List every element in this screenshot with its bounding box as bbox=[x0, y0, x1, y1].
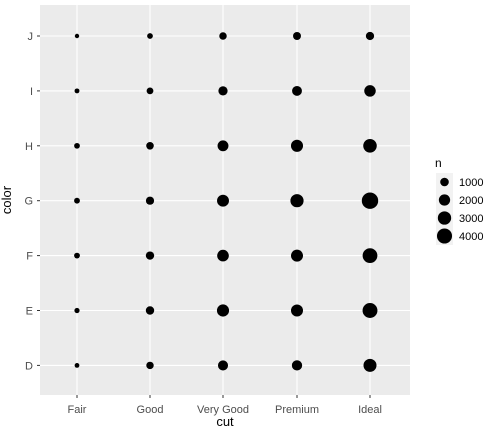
y-tick-label: J bbox=[28, 31, 34, 43]
y-tick-label: D bbox=[25, 360, 33, 372]
data-point bbox=[291, 249, 303, 262]
data-point bbox=[291, 360, 303, 371]
data-point bbox=[217, 249, 229, 262]
data-point bbox=[145, 306, 155, 315]
y-tick-label: E bbox=[26, 306, 33, 318]
legend-key-point bbox=[440, 177, 449, 187]
data-point bbox=[290, 194, 304, 208]
data-point bbox=[217, 360, 229, 371]
data-point bbox=[290, 139, 304, 152]
data-point bbox=[218, 86, 228, 96]
y-tick-label: G bbox=[24, 196, 33, 208]
data-point bbox=[363, 139, 377, 153]
legend-key-point bbox=[437, 211, 452, 225]
data-point bbox=[74, 197, 80, 204]
x-axis-title: cut bbox=[216, 414, 234, 429]
size-legend: n 1000 2000 3000 4000 bbox=[435, 156, 483, 245]
x-tick-label: Ideal bbox=[358, 404, 382, 416]
data-point bbox=[74, 142, 80, 149]
x-tick-label: Good bbox=[137, 404, 164, 416]
data-point bbox=[74, 363, 80, 368]
data-point bbox=[146, 142, 154, 150]
data-point bbox=[362, 248, 378, 263]
x-tick-label: Very Good bbox=[197, 404, 249, 416]
data-point bbox=[145, 251, 155, 260]
y-tick-label: I bbox=[30, 86, 33, 98]
data-point bbox=[292, 85, 302, 96]
data-point bbox=[145, 196, 155, 205]
legend-title: n bbox=[435, 156, 442, 170]
data-point bbox=[365, 31, 375, 41]
data-point bbox=[361, 192, 379, 209]
legend-key-label: 3000 bbox=[459, 213, 483, 225]
y-axis-title: color bbox=[0, 185, 14, 214]
data-point bbox=[290, 304, 304, 317]
data-point bbox=[364, 85, 376, 97]
point-layer bbox=[74, 31, 379, 372]
legend-key-label: 1000 bbox=[459, 177, 483, 189]
data-point bbox=[147, 33, 153, 39]
y-tick-label: H bbox=[25, 141, 33, 153]
data-point bbox=[217, 140, 229, 152]
data-point bbox=[363, 358, 377, 372]
x-tick-label: Premium bbox=[275, 404, 319, 416]
data-point bbox=[216, 304, 230, 317]
data-point bbox=[74, 252, 80, 259]
legend-key-label: 4000 bbox=[459, 231, 483, 243]
data-point bbox=[219, 32, 227, 40]
legend-key-point bbox=[436, 228, 453, 244]
data-point bbox=[293, 32, 301, 40]
data-point bbox=[74, 88, 80, 94]
data-point bbox=[74, 33, 80, 39]
data-point bbox=[146, 87, 154, 95]
data-point bbox=[217, 194, 229, 207]
legend-key-label: 2000 bbox=[459, 195, 483, 207]
x-axis: Fair Good Very Good Premium Ideal bbox=[68, 395, 382, 416]
x-tick-label: Fair bbox=[68, 404, 87, 416]
data-point bbox=[362, 303, 378, 318]
y-axis: D E F G H I J bbox=[24, 31, 40, 372]
data-point bbox=[146, 361, 154, 370]
data-point bbox=[74, 307, 80, 314]
legend-key-point bbox=[438, 194, 451, 206]
y-tick-label: F bbox=[26, 251, 33, 263]
legend-keys: 1000 2000 3000 4000 bbox=[436, 173, 483, 245]
